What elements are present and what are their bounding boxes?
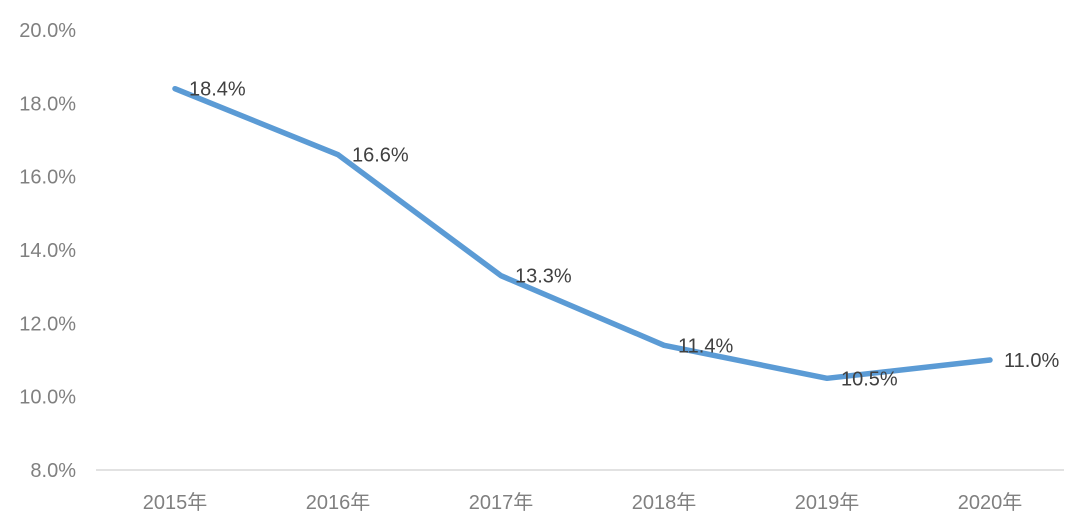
data-point-label: 11.0%	[1004, 350, 1059, 372]
y-axis-tick-label: 12.0%	[19, 313, 76, 335]
x-axis-category-label: 2018年	[632, 491, 697, 514]
data-point-label: 10.5%	[841, 368, 898, 390]
x-axis-category-label: 2019年	[795, 491, 860, 514]
y-axis-tick-label: 10.0%	[19, 387, 76, 409]
data-point-label: 11.4%	[678, 335, 733, 357]
x-axis-category-label: 2017年	[469, 491, 534, 514]
y-axis-tick-label: 18.0%	[19, 93, 76, 115]
data-point-label: 13.3%	[515, 266, 572, 288]
data-point-label: 16.6%	[352, 145, 409, 167]
y-axis-tick-label: 16.0%	[19, 167, 76, 189]
trend-line-series	[172, 85, 993, 382]
y-axis-tick-label: 8.0%	[30, 460, 76, 482]
data-point-label: 18.4%	[189, 79, 246, 101]
y-axis-tick-label: 20.0%	[19, 20, 76, 42]
x-axis-category-label: 2016年	[306, 491, 371, 514]
x-axis-category-label: 2015年	[143, 491, 208, 514]
y-axis-tick-label: 14.0%	[19, 240, 76, 262]
x-axis-category-label: 2020年	[958, 491, 1023, 514]
